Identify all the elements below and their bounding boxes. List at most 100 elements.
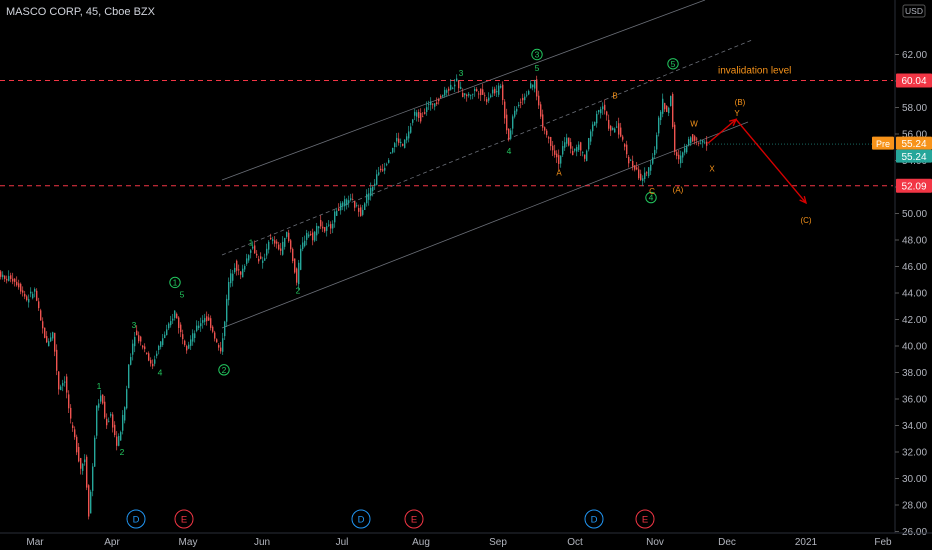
earnings-event-icon[interactable] xyxy=(404,509,424,529)
candle-body xyxy=(14,278,16,282)
candle-body xyxy=(580,142,582,151)
candle-body xyxy=(228,281,230,301)
price-lines xyxy=(0,79,893,187)
candle-body xyxy=(482,89,484,95)
candle-body xyxy=(120,432,122,441)
candle-body xyxy=(50,337,52,342)
wave-label: 5 xyxy=(180,289,185,299)
candle-body xyxy=(290,240,292,250)
candle-body xyxy=(166,329,168,336)
dividend-event-icon[interactable] xyxy=(584,509,604,529)
candle-body xyxy=(488,97,490,101)
price-line-tag xyxy=(896,73,932,88)
wave-circled-label: 2 xyxy=(222,365,227,375)
price-line-tag-label: 52.09 xyxy=(901,181,926,192)
candle-body xyxy=(390,152,392,154)
correction-label: A xyxy=(556,168,562,177)
candle-body xyxy=(478,93,480,95)
candle-body xyxy=(276,241,278,244)
candle-body xyxy=(18,283,20,288)
candle-body xyxy=(274,240,276,244)
candle-body xyxy=(638,169,640,179)
candle-body xyxy=(340,203,342,211)
candle-body xyxy=(282,241,284,255)
candle-body xyxy=(326,226,328,231)
candle-body xyxy=(568,137,570,146)
dividend-event-icon[interactable] xyxy=(351,509,371,529)
candle-body xyxy=(598,110,600,113)
candle-body xyxy=(190,339,192,346)
earnings-event-icon[interactable] xyxy=(635,509,655,529)
wave-circled-label: 4 xyxy=(649,193,654,203)
dividend-event-icon[interactable] xyxy=(126,509,146,529)
candle-body xyxy=(136,330,138,336)
candle-body xyxy=(624,144,626,147)
candle-body xyxy=(138,335,140,342)
candle-body xyxy=(630,159,632,161)
candle-body xyxy=(160,341,162,348)
y-tick-label: 44.00 xyxy=(902,289,927,300)
candle-body xyxy=(116,436,118,446)
candle-body xyxy=(270,237,272,240)
candle-body xyxy=(530,83,532,89)
correction-label: Y xyxy=(734,109,740,118)
candle-body xyxy=(158,345,160,350)
candle-body xyxy=(56,349,58,371)
candle-body xyxy=(38,301,40,309)
candle-body xyxy=(236,260,238,271)
candle-body xyxy=(536,79,538,97)
earnings-event-icon[interactable] xyxy=(174,509,194,529)
y-tick-label: 62.00 xyxy=(902,50,927,61)
candlesticks xyxy=(0,74,708,520)
candle-body xyxy=(494,88,496,94)
price-axis[interactable]: 24.0026.0028.0030.0032.0034.0036.0038.00… xyxy=(872,0,932,550)
candle-body xyxy=(600,109,602,114)
candle-body xyxy=(174,310,176,318)
wave-circle xyxy=(218,364,230,376)
candle-body xyxy=(476,89,478,92)
candle-body xyxy=(480,88,482,96)
candle-body xyxy=(408,131,410,139)
x-tick-label: Nov xyxy=(646,537,664,548)
candle-body xyxy=(156,353,158,356)
candle-body xyxy=(130,357,132,365)
candle-body xyxy=(358,208,360,212)
candle-body xyxy=(140,336,142,342)
candle-body xyxy=(318,226,320,229)
channel-lower xyxy=(221,121,749,329)
candle-body xyxy=(108,420,110,422)
candle-body xyxy=(82,463,84,471)
candle-body xyxy=(644,172,646,180)
candle-body xyxy=(646,172,648,174)
candle-body xyxy=(360,207,362,216)
candle-body xyxy=(308,234,310,237)
candle-body xyxy=(704,142,706,144)
y-tick-label: 28.00 xyxy=(902,501,927,512)
candle-body xyxy=(144,346,146,350)
channel-upper xyxy=(221,0,706,181)
candle-body xyxy=(62,383,64,386)
candle-body xyxy=(132,343,134,355)
candle-body xyxy=(224,321,226,337)
time-axis[interactable]: Mar Apr May Jun Jul Aug Sep Oct Nov Dec 2021 Feb xyxy=(0,532,932,548)
candle-body xyxy=(272,239,274,241)
candle-body xyxy=(584,154,586,159)
projection-arrowhead xyxy=(729,118,738,127)
candle-body xyxy=(386,164,388,166)
candle-body xyxy=(406,136,408,141)
channel-median xyxy=(221,39,753,256)
candle-body xyxy=(266,248,268,256)
x-tick-label: Jul xyxy=(336,537,349,548)
pre-market-price-tag xyxy=(896,136,932,150)
candle-body xyxy=(72,425,74,428)
x-tick-label: Mar xyxy=(26,537,44,548)
candle-body xyxy=(366,194,368,204)
candle-body xyxy=(418,112,420,118)
candle-body xyxy=(438,99,440,102)
candle-body xyxy=(48,341,50,347)
correction-label: (A) xyxy=(673,186,684,195)
candle-body xyxy=(544,127,546,131)
candle-body xyxy=(312,232,314,241)
